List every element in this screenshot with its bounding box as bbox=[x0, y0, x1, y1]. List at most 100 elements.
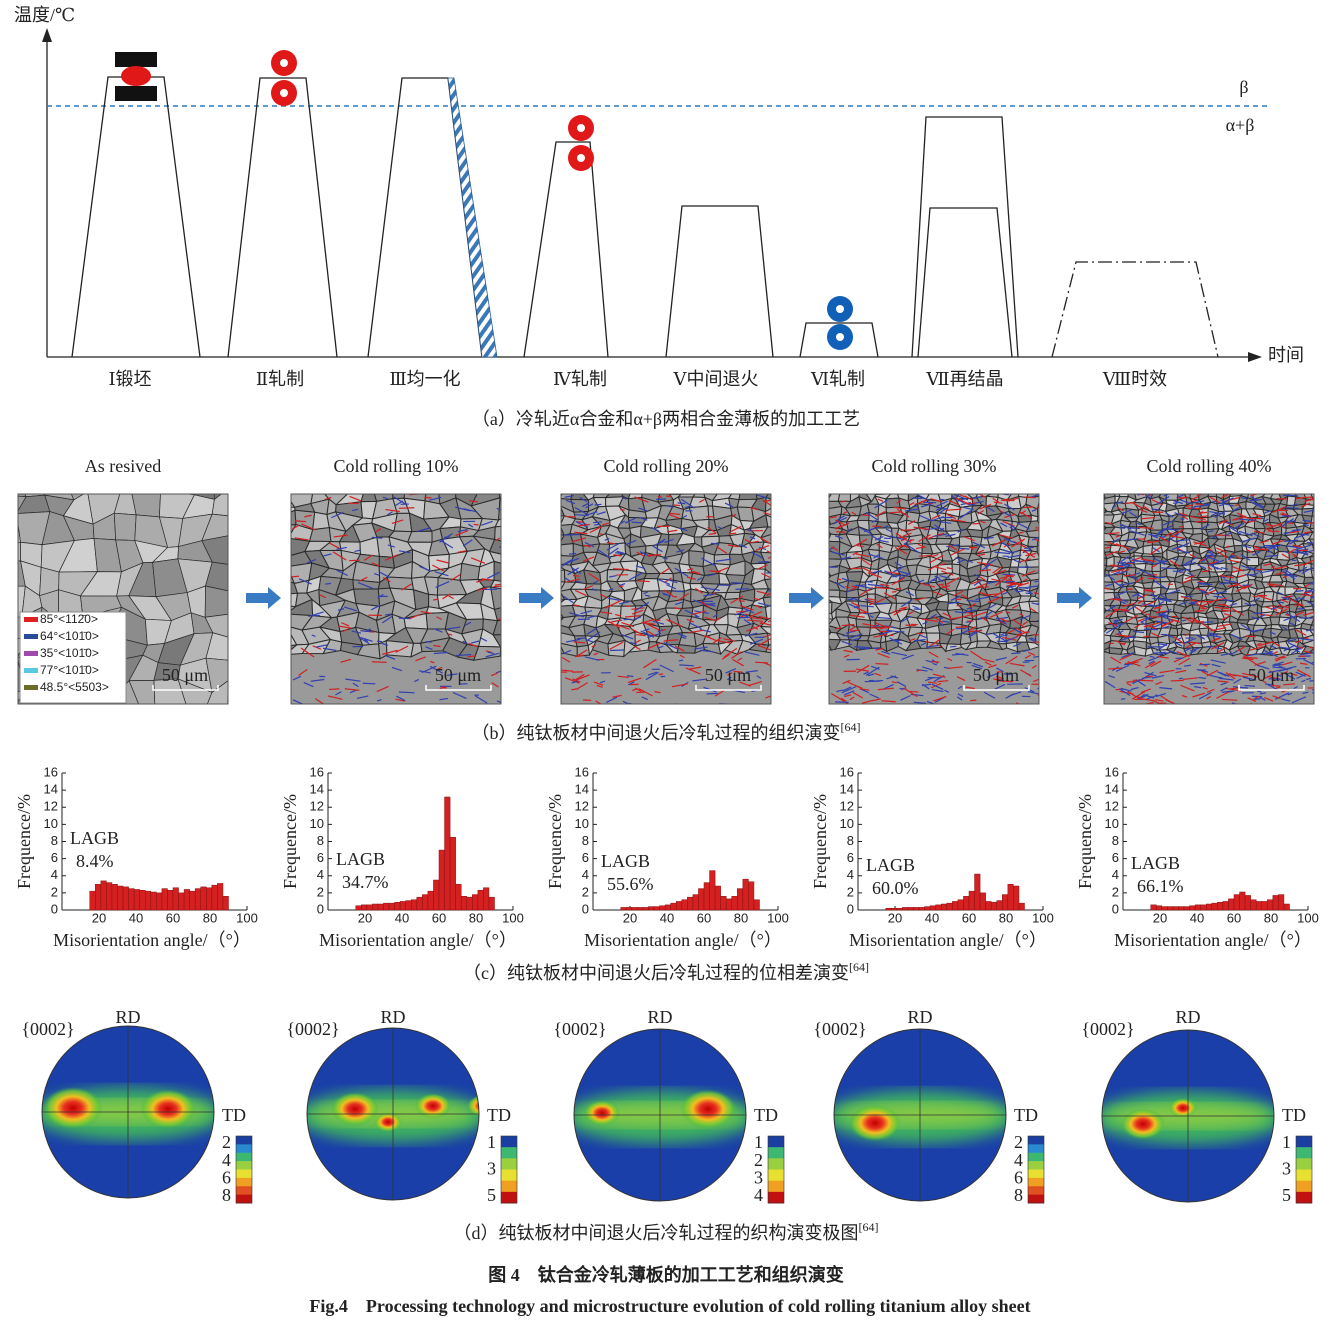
twin-boundary bbox=[1242, 676, 1257, 681]
caption: （b）纯钛板材中间退火后冷轧过程的组织演变[64] bbox=[472, 720, 861, 743]
y-tick-label: 0 bbox=[582, 901, 589, 916]
twin-boundary bbox=[340, 658, 352, 663]
twin-boundary bbox=[1214, 534, 1231, 537]
legend-swatch bbox=[24, 634, 38, 639]
twin-boundary bbox=[331, 511, 344, 519]
bar bbox=[725, 898, 733, 911]
grain bbox=[829, 589, 841, 598]
twin-boundary bbox=[1009, 662, 1025, 667]
twin-boundary bbox=[1217, 680, 1229, 683]
twin-boundary bbox=[1230, 650, 1238, 656]
bar bbox=[924, 906, 931, 911]
grain bbox=[1093, 515, 1101, 523]
annotation-value: 60.0% bbox=[872, 878, 919, 898]
forging-die bbox=[115, 52, 157, 67]
bar bbox=[1156, 905, 1163, 911]
twin-boundary bbox=[978, 569, 991, 572]
twin-boundary bbox=[1157, 613, 1168, 618]
twin-boundary bbox=[470, 557, 486, 564]
twin-boundary bbox=[1112, 571, 1121, 576]
twin-boundary bbox=[1291, 696, 1307, 704]
twin-boundary bbox=[971, 611, 987, 618]
twin-boundary bbox=[860, 527, 872, 535]
twin-boundary bbox=[335, 691, 342, 696]
grain bbox=[680, 494, 696, 495]
twin-boundary bbox=[1201, 670, 1210, 677]
twin-boundary bbox=[1198, 589, 1207, 593]
bar bbox=[460, 896, 468, 911]
twin-boundary bbox=[946, 628, 955, 635]
twin-boundary bbox=[1104, 680, 1116, 689]
legend-swatch bbox=[24, 651, 38, 656]
twin-boundary bbox=[686, 618, 694, 623]
grain bbox=[642, 479, 661, 490]
twin-boundary bbox=[1257, 690, 1263, 693]
twin-boundary bbox=[1012, 618, 1026, 629]
grain bbox=[1165, 494, 1179, 501]
twin-boundary bbox=[921, 683, 930, 690]
grain bbox=[201, 535, 228, 565]
twin-boundary bbox=[600, 611, 613, 615]
colorbar-label: 5 bbox=[1282, 1185, 1291, 1205]
twin-boundary bbox=[1131, 690, 1146, 700]
twin-boundary bbox=[1143, 505, 1150, 511]
twin-boundary bbox=[1186, 572, 1194, 577]
grain bbox=[488, 538, 501, 555]
twin-boundary bbox=[608, 574, 617, 578]
twin-boundary bbox=[607, 597, 620, 601]
twin-boundary bbox=[860, 605, 874, 608]
twin-boundary bbox=[1214, 637, 1221, 640]
pole-label: {0002} bbox=[286, 1019, 339, 1039]
twin-boundary bbox=[688, 571, 700, 574]
twin-boundary bbox=[1300, 502, 1311, 508]
twin-boundary bbox=[867, 673, 875, 677]
grain bbox=[1310, 515, 1314, 524]
bar bbox=[896, 908, 903, 911]
twin-boundary bbox=[573, 604, 580, 607]
twin-boundary bbox=[834, 581, 846, 589]
process-curve bbox=[227, 77, 338, 358]
twin-boundary bbox=[1303, 591, 1311, 594]
twin-boundary bbox=[1016, 522, 1030, 530]
twin-boundary bbox=[379, 571, 391, 579]
twin-boundary bbox=[879, 625, 892, 630]
twin-boundary bbox=[914, 499, 928, 506]
twin-boundary bbox=[1245, 635, 1256, 638]
grain bbox=[1308, 648, 1314, 654]
twin-boundary bbox=[1293, 648, 1301, 653]
twin-boundary bbox=[446, 626, 461, 630]
x-tick-label: 20 bbox=[358, 910, 372, 925]
twin-boundary bbox=[1260, 679, 1267, 684]
y-tick-label: 14 bbox=[310, 782, 324, 797]
twin-boundary bbox=[1124, 574, 1136, 577]
twin-boundary bbox=[420, 610, 432, 614]
twin-boundary bbox=[1228, 673, 1237, 677]
scale-bar bbox=[425, 685, 492, 691]
twin-boundary bbox=[1306, 628, 1314, 632]
twin-boundary bbox=[319, 594, 327, 599]
twin-boundary bbox=[633, 616, 642, 621]
image-title: Cold rolling 10% bbox=[334, 456, 459, 476]
grain bbox=[1310, 588, 1314, 597]
twin-boundary bbox=[886, 571, 900, 575]
grain bbox=[610, 479, 625, 494]
twin-boundary bbox=[1222, 599, 1234, 602]
grain bbox=[1024, 572, 1039, 581]
twin-boundary bbox=[1293, 554, 1299, 558]
bar bbox=[1211, 902, 1218, 911]
grain bbox=[561, 551, 563, 557]
twin-boundary bbox=[1185, 642, 1196, 649]
twin-boundary bbox=[1269, 631, 1276, 635]
bar bbox=[637, 907, 644, 911]
twin-boundary bbox=[746, 624, 762, 632]
twin-boundary bbox=[908, 539, 915, 542]
bar bbox=[935, 904, 942, 911]
grain bbox=[275, 473, 286, 494]
grain bbox=[829, 558, 830, 562]
twin-boundary bbox=[1252, 512, 1262, 517]
grain bbox=[1096, 599, 1103, 605]
twin-boundary bbox=[1179, 499, 1190, 504]
twin-boundary bbox=[635, 639, 641, 644]
twin-boundary bbox=[1030, 637, 1037, 641]
twin-boundary bbox=[574, 589, 587, 597]
